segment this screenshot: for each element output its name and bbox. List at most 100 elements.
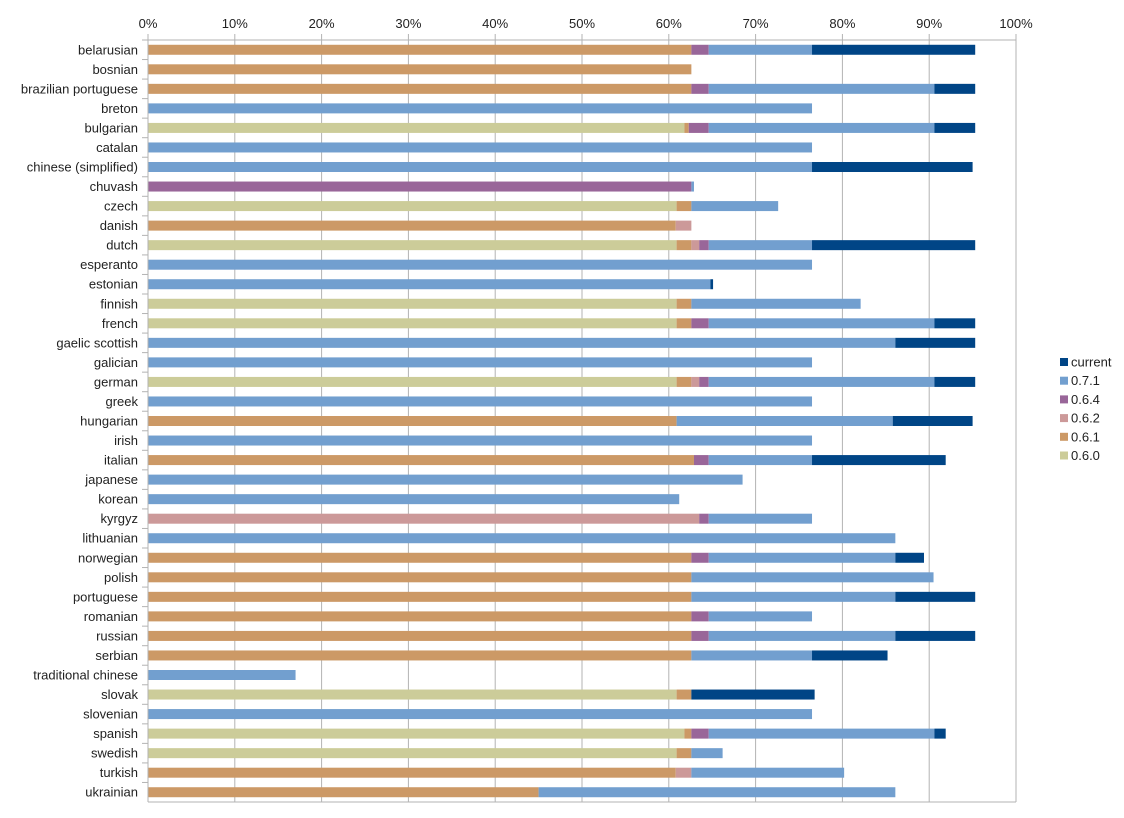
bar-segment-current bbox=[895, 337, 976, 348]
bar-segment-0-6-4 bbox=[691, 83, 709, 94]
bar-segment-0-7-1 bbox=[148, 279, 711, 290]
bar-segment-0-7-1 bbox=[691, 201, 779, 212]
x-tick-label: 80% bbox=[829, 16, 855, 31]
bar-segment-current bbox=[812, 162, 973, 172]
bar-segment-0-7-1 bbox=[148, 103, 813, 114]
y-category-label: chinese (simplified) bbox=[27, 160, 138, 175]
legend-swatch bbox=[1060, 376, 1068, 385]
bar-segment-0-6-1 bbox=[148, 630, 692, 641]
bar-segment-0-6-4 bbox=[691, 552, 709, 563]
bar-segment-0-7-1 bbox=[691, 748, 723, 759]
x-tick-label: 70% bbox=[743, 16, 769, 31]
x-tick-label: 60% bbox=[656, 16, 682, 31]
x-tick-label: 40% bbox=[482, 16, 508, 31]
y-category-label: catalan bbox=[96, 140, 138, 155]
bar-segment-0-6-4 bbox=[699, 376, 709, 387]
bar-segment-0-6-1 bbox=[148, 611, 692, 622]
bar-segment-0-6-0 bbox=[148, 728, 685, 739]
bar-segment-0-6-2 bbox=[675, 767, 692, 778]
legend-swatch bbox=[1060, 395, 1068, 404]
y-category-label: korean bbox=[98, 492, 138, 507]
y-category-label: bulgarian bbox=[85, 120, 139, 135]
y-category-label: lithuanian bbox=[82, 531, 138, 546]
bar-segment-0-6-0 bbox=[148, 689, 677, 700]
legend-label: 0.6.1 bbox=[1071, 429, 1100, 444]
bar-segment-0-6-0 bbox=[148, 748, 677, 759]
bar-segment-0-6-1 bbox=[676, 318, 692, 329]
bar-segment-0-7-1 bbox=[708, 630, 896, 641]
bar-segment-current bbox=[892, 416, 973, 426]
legend-swatch bbox=[1060, 432, 1068, 441]
y-category-label: traditional chinese bbox=[33, 668, 138, 683]
bar-segment-0-6-1 bbox=[148, 787, 539, 798]
bar-segment-current bbox=[895, 630, 976, 641]
y-category-label: danish bbox=[100, 218, 138, 233]
bar-segment-0-7-1 bbox=[538, 787, 896, 798]
bar-segment-0-6-2 bbox=[675, 220, 692, 231]
bar-segment-0-7-1 bbox=[148, 396, 813, 407]
bar-segment-current bbox=[934, 376, 976, 387]
bar-segment-0-7-1 bbox=[708, 513, 813, 524]
x-tick-label: 0% bbox=[139, 16, 158, 31]
y-category-label: portuguese bbox=[73, 589, 138, 604]
bar-segment-0-6-4 bbox=[148, 181, 692, 192]
bar-segment-0-6-1 bbox=[676, 376, 692, 387]
bar-segment-0-7-1 bbox=[148, 474, 743, 485]
bar-segment-0-6-1 bbox=[148, 572, 692, 583]
bar-segment-current bbox=[812, 455, 946, 466]
bar-segment-0-6-1 bbox=[148, 220, 676, 231]
bar-segment-0-7-1 bbox=[148, 435, 813, 446]
y-category-label: greek bbox=[105, 394, 138, 409]
bar-segment-0-6-2 bbox=[691, 240, 700, 251]
bar-segment-0-7-1 bbox=[148, 357, 813, 368]
bar-segment-current bbox=[812, 240, 976, 251]
bar-segment-0-7-1 bbox=[708, 44, 813, 55]
bar-segment-0-6-0 bbox=[148, 376, 677, 387]
bar-segment-current bbox=[934, 83, 976, 94]
bar-segment-0-6-1 bbox=[676, 298, 692, 309]
bar-segment-0-7-1 bbox=[691, 591, 896, 602]
bar-segment-0-7-1 bbox=[691, 572, 934, 583]
y-category-label: hungarian bbox=[80, 414, 138, 429]
axes bbox=[142, 39, 1016, 803]
bar-segment-0-7-1 bbox=[708, 611, 813, 622]
bar-segment-current bbox=[934, 318, 976, 329]
bar-segment-0-6-0 bbox=[148, 240, 677, 251]
bar-segment-0-7-1 bbox=[708, 455, 813, 466]
bar-segment-0-7-1 bbox=[708, 552, 896, 563]
y-category-label: turkish bbox=[100, 765, 138, 780]
bar-segment-0-7-1 bbox=[691, 181, 694, 192]
y-category-label: ukrainian bbox=[85, 785, 138, 800]
y-category-label: belarusian bbox=[78, 42, 138, 57]
y-category-label: kyrgyz bbox=[100, 511, 138, 526]
bar-segment-0-6-1 bbox=[684, 728, 692, 739]
x-tick-label: 50% bbox=[569, 16, 595, 31]
bar-segment-0-6-4 bbox=[691, 318, 709, 329]
legend-label: 0.7.1 bbox=[1071, 373, 1100, 388]
y-category-label: estonian bbox=[89, 277, 138, 292]
bar-segment-0-7-1 bbox=[708, 728, 935, 739]
bar-segment-0-6-1 bbox=[148, 44, 692, 55]
y-category-label: polish bbox=[104, 570, 138, 585]
legend-label: 0.6.4 bbox=[1071, 392, 1100, 407]
y-category-label: brazilian portuguese bbox=[21, 81, 138, 96]
bar-segment-0-7-1 bbox=[708, 318, 935, 329]
y-category-label: bosnian bbox=[92, 62, 138, 77]
bar-segment-0-6-1 bbox=[148, 83, 692, 94]
bar-segment-0-6-2 bbox=[691, 376, 700, 387]
bar-segment-0-7-1 bbox=[148, 337, 896, 348]
bar-segment-0-6-1 bbox=[148, 64, 692, 75]
bar-segment-0-6-0 bbox=[148, 318, 677, 329]
y-category-label: galician bbox=[94, 355, 138, 370]
legend-swatch bbox=[1060, 414, 1068, 423]
legend-label: 0.6.2 bbox=[1071, 411, 1100, 426]
bar-segment-0-6-1 bbox=[676, 240, 692, 251]
y-category-label: esperanto bbox=[80, 257, 138, 272]
y-category-label: russian bbox=[96, 628, 138, 643]
y-category-label: romanian bbox=[84, 609, 138, 624]
bar-segment-0-6-1 bbox=[684, 122, 689, 133]
bar-segment-0-7-1 bbox=[148, 142, 813, 153]
bar-segment-0-6-1 bbox=[148, 650, 692, 661]
bar-segment-0-6-4 bbox=[691, 630, 709, 641]
